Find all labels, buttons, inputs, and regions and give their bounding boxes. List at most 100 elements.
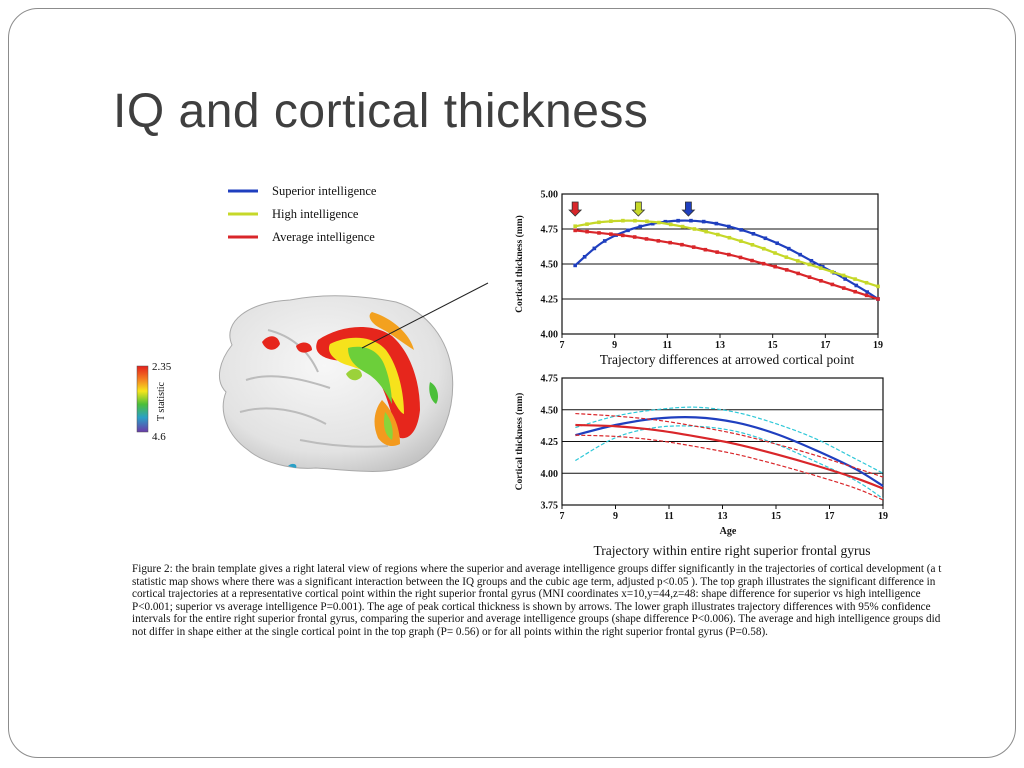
data-point [784, 268, 789, 272]
data-point [657, 220, 661, 225]
peak-arrow-icon [631, 201, 646, 217]
data-point [761, 246, 766, 251]
data-point [854, 283, 859, 288]
data-point [864, 293, 869, 298]
data-point [750, 243, 755, 247]
data-point [751, 231, 756, 236]
legend-label: Average intelligence [272, 230, 375, 244]
data-point [796, 271, 800, 276]
data-point [609, 232, 613, 236]
y-tick-label: 4.25 [541, 295, 559, 306]
legend-label: High intelligence [272, 207, 359, 221]
data-point [841, 273, 846, 278]
data-point [704, 229, 708, 234]
x-tick-label: 13 [718, 511, 728, 522]
data-point [676, 218, 680, 223]
data-point [761, 261, 766, 266]
data-point [632, 235, 637, 239]
chart-top: 4.00 4.25 4.50 4.75 5.00 7 9 11 13 15 17 19 Cortical… [514, 190, 883, 368]
data-point [798, 252, 802, 257]
colorbar-axis-label: T statistic [156, 381, 167, 421]
data-point [597, 231, 601, 235]
x-tick-label: 17 [825, 511, 835, 522]
x-axis-label: Trajectory differences at arrowed cortic… [600, 352, 855, 367]
x-tick-label: 9 [613, 511, 618, 522]
slide-frame [8, 8, 1016, 758]
colorbar [136, 365, 149, 433]
data-point [819, 279, 823, 283]
data-point [680, 224, 685, 229]
x-tick-label: 19 [878, 511, 888, 522]
data-point [841, 286, 846, 290]
data-point [626, 228, 630, 233]
data-point [727, 252, 731, 257]
data-point [750, 258, 754, 263]
y-tick-label: 4.75 [541, 374, 559, 385]
x-tick-label: 7 [560, 511, 565, 522]
data-point [597, 220, 601, 225]
x-tick-label: 11 [663, 340, 672, 351]
y-tick-label: 3.75 [541, 501, 559, 512]
series-line [575, 406, 884, 474]
data-point [716, 232, 720, 237]
series-line [575, 412, 884, 478]
data-point [573, 224, 577, 228]
data-point [621, 233, 625, 238]
x-tick-label: 17 [820, 340, 830, 351]
series-line [575, 434, 884, 501]
data-point [784, 255, 789, 259]
data-point [807, 275, 812, 279]
y-tick-label: 4.25 [541, 437, 559, 448]
data-point [830, 269, 834, 274]
x-tick-label: 7 [560, 340, 565, 351]
x-tick-label: 9 [612, 340, 617, 351]
data-point [773, 251, 777, 255]
series-line [574, 219, 879, 300]
data-point [644, 237, 649, 241]
peak-arrow-icon [568, 201, 583, 217]
series-line [575, 423, 884, 490]
data-point [865, 290, 870, 294]
brain-map [218, 282, 489, 472]
data-point [864, 280, 869, 285]
data-point [853, 277, 857, 281]
x-tick-label: 15 [768, 340, 778, 351]
y-tick-label: 4.50 [541, 405, 559, 416]
data-point [795, 259, 800, 263]
data-point [773, 264, 777, 269]
data-point [820, 264, 825, 269]
x-tick-label: 13 [715, 340, 725, 351]
data-point [663, 219, 668, 224]
y-axis-label: Cortical thickness (mm) [514, 393, 525, 491]
data-point [668, 240, 672, 245]
data-point [786, 246, 791, 251]
data-point [818, 266, 823, 270]
colorbar-max-label: 2.35 [152, 361, 172, 373]
y-axis-label: Cortical thickness (mm) [514, 215, 525, 313]
legend-label: Superior intelligence [272, 184, 377, 198]
data-point [853, 289, 857, 294]
data-point [573, 263, 577, 268]
data-point [843, 277, 847, 281]
data-point [621, 218, 625, 223]
data-point [876, 284, 880, 289]
data-point [585, 222, 589, 226]
y-tick-label: 5.00 [541, 190, 559, 201]
data-point [585, 229, 589, 234]
data-point [645, 219, 649, 224]
data-point [692, 227, 697, 231]
data-point [727, 235, 732, 240]
chart-caption: Trajectory within entire right superior … [594, 543, 871, 558]
data-point [738, 255, 743, 260]
data-point [573, 228, 577, 233]
data-point [582, 255, 587, 259]
data-point [689, 218, 693, 223]
x-axis-label: Age [720, 526, 737, 537]
data-point [650, 221, 655, 226]
y-tick-label: 4.00 [541, 469, 559, 480]
data-point [714, 221, 719, 226]
data-point [602, 239, 607, 243]
page-title: IQ and cortical thickness [113, 85, 649, 138]
data-point [633, 218, 637, 223]
